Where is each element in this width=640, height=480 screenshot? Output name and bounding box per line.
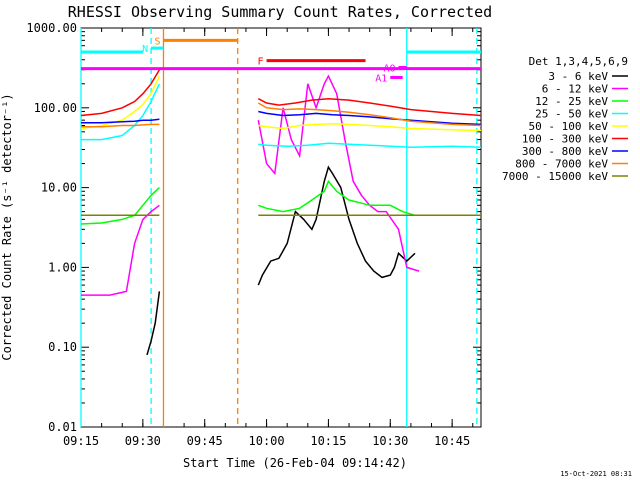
flag-label: S [154, 36, 160, 47]
y-tick-label: 1000.00 [26, 21, 77, 35]
x-tick-label: 10:15 [310, 434, 346, 448]
series-line [81, 123, 160, 128]
legend-entry-label: 50 - 100 keV [529, 120, 609, 133]
x-tick-label: 10:00 [249, 434, 285, 448]
y-tick-label: 1.00 [48, 260, 77, 274]
legend-entry-label: 6 - 12 keV [542, 83, 609, 96]
y-tick-label: 0.01 [48, 420, 77, 434]
y-tick-label: 10.00 [41, 181, 77, 195]
legend-entry-label: 300 - 800 keV [522, 145, 608, 158]
series-line [81, 204, 160, 296]
flag-label: A1 [375, 73, 387, 84]
series-line [258, 179, 481, 217]
y-axis-label: Corrected Count Rate (s⁻¹ detector⁻¹) [0, 93, 14, 360]
footer-date: 15-Oct-2021 08:31 [560, 470, 632, 478]
x-tick-label: 10:30 [372, 434, 408, 448]
x-axis-label: Start Time (26-Feb-04 09:14:42) [183, 456, 407, 470]
legend-entry-label: 25 - 50 keV [535, 108, 608, 121]
series-line [146, 291, 161, 356]
plot-area: 0.01 0.10 1.00 10.00 100.00 1000.00 09:15 09:30… [26, 21, 482, 448]
series-line [80, 187, 160, 225]
series-line [257, 74, 420, 272]
series-line [258, 110, 482, 126]
legend-entry-label: 800 - 7000 keV [515, 158, 608, 171]
x-tick-label: 09:15 [63, 434, 99, 448]
y-tick-label: 100.00 [34, 101, 77, 115]
x-tick-label: 09:45 [187, 434, 223, 448]
series-line [258, 123, 482, 132]
y-tick-label: 0.10 [48, 340, 77, 354]
chart-title: RHESSI Observing Summary Count Rates, Co… [68, 3, 492, 21]
flag-label: A0 [383, 63, 395, 74]
flag-label: F [258, 57, 264, 68]
series-line [81, 83, 161, 141]
series-line [258, 142, 482, 149]
series-line [257, 102, 482, 127]
legend-entry-label: 7000 - 15000 keV [502, 170, 608, 183]
series-line [81, 118, 160, 124]
series-line [257, 165, 416, 286]
legend-title: Det 1,3,4,5,6,9 [529, 55, 628, 68]
x-tick-label: 10:45 [434, 434, 470, 448]
x-tick-label: 09:30 [125, 434, 161, 448]
legend-entry-label: 3 - 6 keV [548, 70, 608, 83]
series-line [257, 97, 482, 117]
legend-entry-label: 12 - 25 keV [535, 95, 608, 108]
plot-frame [80, 27, 482, 428]
series-line [80, 69, 161, 117]
flag-label: N [142, 44, 148, 55]
legend-entry-label: 100 - 300 keV [522, 133, 608, 146]
series-line [80, 75, 161, 130]
